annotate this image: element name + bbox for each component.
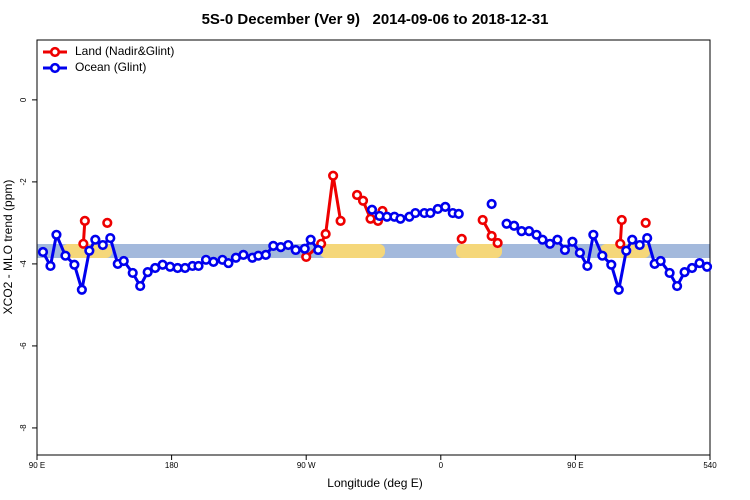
data-point — [283, 239, 294, 251]
data-point — [552, 234, 563, 245]
data-point — [456, 233, 467, 244]
y-tick-label: -8 — [19, 424, 28, 432]
data-point — [574, 247, 585, 258]
chart-title: 5S-0 December (Ver 9) 2014-09-06 to 2018… — [202, 11, 549, 28]
y-tick-label: 0 — [19, 97, 28, 102]
data-point — [486, 198, 497, 210]
data-point — [627, 234, 638, 245]
data-point — [60, 250, 71, 261]
data-point — [351, 189, 363, 201]
x-tick-label: 90 W — [297, 461, 316, 470]
data-point — [559, 244, 571, 256]
data-point — [79, 215, 90, 226]
data-point — [486, 230, 497, 242]
data-point — [567, 236, 578, 247]
data-point — [366, 204, 378, 215]
data-point — [76, 284, 87, 295]
data-point — [597, 250, 608, 261]
data-point — [84, 245, 95, 256]
data-point — [613, 284, 624, 295]
legend-label: Ocean (Glint) — [75, 60, 146, 74]
x-tick-label: 180 — [165, 461, 179, 470]
data-point — [299, 243, 310, 254]
data-point — [357, 195, 369, 206]
data-point — [671, 280, 683, 292]
data-point — [425, 207, 436, 219]
data-point — [45, 260, 56, 272]
data-point — [679, 267, 690, 278]
data-point — [305, 234, 316, 245]
x-tick-label: 0 — [439, 461, 444, 470]
data-point — [320, 228, 331, 240]
data-point — [655, 255, 666, 267]
data-point — [102, 217, 113, 228]
data-point — [260, 249, 271, 260]
y-tick-label: -6 — [19, 342, 28, 350]
data-point — [335, 215, 346, 226]
x-tick-label: 90 E — [567, 461, 583, 470]
data-point — [135, 280, 146, 292]
data-point — [223, 257, 234, 269]
data-point — [477, 214, 488, 226]
land-band — [456, 244, 502, 258]
data-point — [395, 213, 406, 224]
data-point — [664, 267, 675, 279]
legend-label: Land (Nadir&Glint) — [75, 44, 174, 58]
data-point — [544, 238, 556, 249]
data-point — [290, 244, 301, 256]
y-tick-label: -2 — [19, 178, 28, 186]
data-point — [238, 249, 249, 260]
data-point — [97, 239, 108, 251]
plot-frame — [36, 39, 711, 456]
data-point — [508, 220, 520, 231]
data-point — [127, 267, 138, 279]
legend-marker — [49, 62, 61, 74]
data-point — [492, 237, 503, 249]
y-axis-label: XCO2 - MLO trend (ppm) — [1, 180, 15, 315]
data-point — [615, 238, 626, 249]
data-point — [37, 246, 49, 258]
data-point — [193, 260, 204, 272]
data-point — [616, 214, 627, 226]
data-point — [537, 234, 548, 245]
data-point — [582, 260, 593, 272]
series — [80, 172, 650, 261]
data-point — [634, 239, 645, 251]
data-point — [142, 267, 153, 278]
data-point — [410, 207, 421, 219]
data-point — [328, 170, 339, 181]
land-band — [320, 244, 385, 258]
data-point — [208, 256, 219, 267]
data-point — [588, 229, 599, 240]
data-point — [78, 238, 89, 249]
data-point — [694, 257, 705, 269]
data-point — [686, 262, 698, 274]
data-point — [453, 208, 464, 219]
data-point — [105, 232, 116, 244]
data-point — [701, 261, 713, 272]
data-point — [301, 251, 312, 263]
data-point — [640, 217, 651, 228]
data-point — [118, 255, 129, 267]
data-point — [51, 229, 62, 240]
data-point — [69, 259, 80, 270]
data-point — [440, 201, 451, 213]
x-tick-label: 540 — [703, 461, 717, 470]
series — [37, 198, 713, 295]
data-point — [642, 232, 653, 244]
data-point — [621, 245, 632, 256]
legend-marker — [49, 46, 61, 58]
x-tick-label: 90 E — [29, 461, 45, 470]
data-point — [90, 234, 101, 245]
data-point — [523, 225, 535, 237]
y-tick-label: -4 — [19, 260, 28, 268]
x-axis-label: Longitude (deg E) — [327, 476, 422, 490]
data-point — [313, 244, 324, 256]
data-point — [606, 259, 617, 270]
